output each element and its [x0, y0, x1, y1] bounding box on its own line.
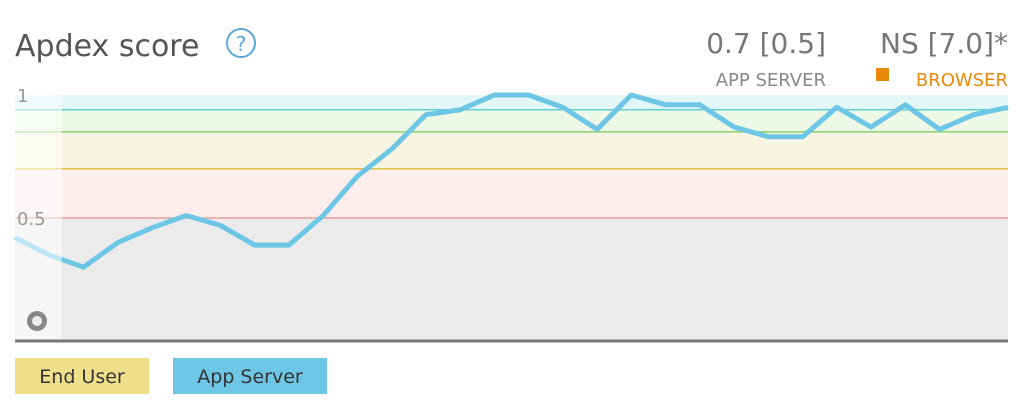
toggle-button[interactable] — [15, 358, 149, 394]
browser-swatch — [876, 68, 889, 81]
y-tick-label: 1 — [17, 86, 28, 107]
band — [15, 168, 1008, 218]
y-tick-label: 0.5 — [17, 209, 46, 230]
band — [15, 95, 1008, 110]
score-value: NS [7.0]* — [880, 27, 1008, 60]
fade — [15, 95, 62, 341]
bands — [15, 95, 1008, 341]
toggle-button[interactable] — [173, 358, 327, 394]
plot — [13, 92, 1009, 270]
band — [15, 218, 1008, 341]
score-label: APP SERVER — [716, 70, 826, 91]
chart-title: Apdex score — [15, 29, 199, 64]
score-value: 0.7 [0.5] — [706, 27, 826, 60]
score-label: BROWSER — [916, 70, 1008, 91]
toggle-label[interactable]: End User — [39, 366, 125, 388]
band — [15, 109, 1008, 132]
series-line — [13, 92, 1009, 270]
toggle-label[interactable]: App Server — [197, 366, 303, 388]
help-icon-mark[interactable]: ? — [236, 32, 247, 56]
zero-icon-inner — [32, 316, 42, 326]
band — [15, 131, 1008, 169]
help-icon[interactable] — [226, 28, 256, 58]
